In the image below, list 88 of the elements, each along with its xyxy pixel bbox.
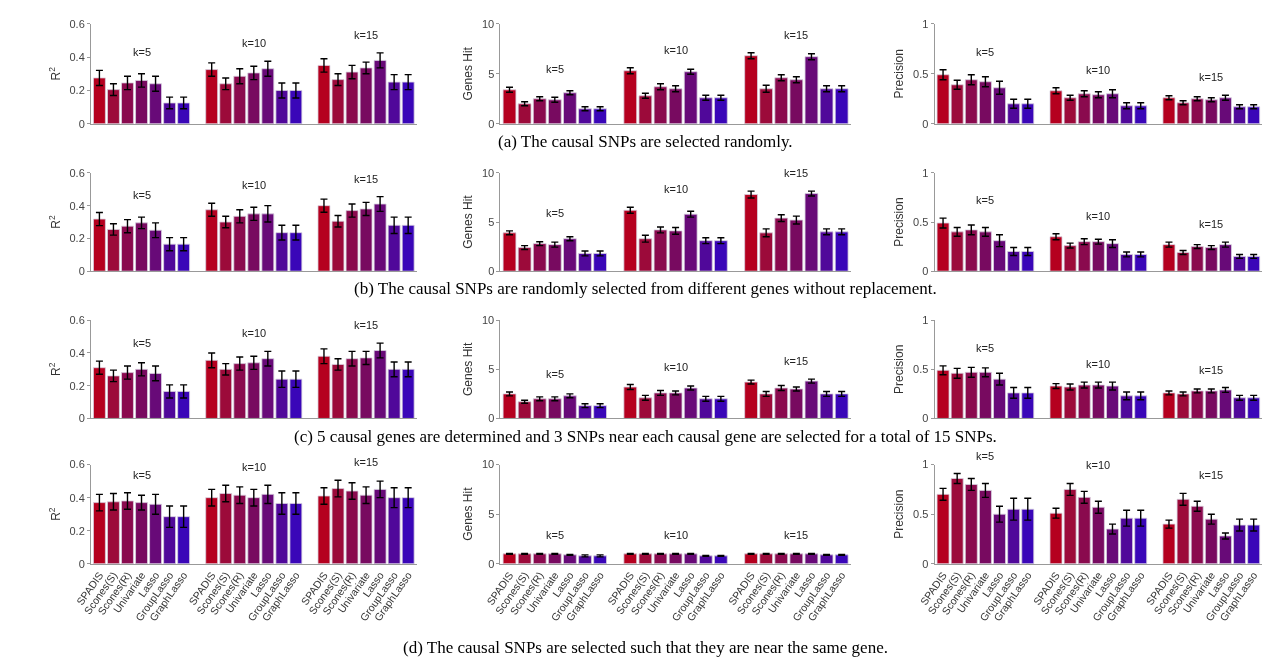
y-tick-label: 0.5 xyxy=(913,508,929,521)
y-tick-label: 0 xyxy=(488,557,495,570)
y-tick-label: 10 xyxy=(482,166,495,179)
y-tick-label: 0 xyxy=(488,264,495,277)
y-tick-label: 1 xyxy=(922,458,929,471)
text: (a) The causal SNPs are selected randomly. xyxy=(498,132,793,151)
text: (d) The causal SNPs are selected such that they are near the same gene. xyxy=(403,638,888,657)
annotation: k=15 xyxy=(784,167,809,179)
y-tick-label: 0 xyxy=(922,117,929,130)
annotation: k=15 xyxy=(354,319,379,331)
y-tick-label: 0.4 xyxy=(69,346,85,359)
annotation: k=10 xyxy=(1086,358,1111,370)
y-tick-label: 1 xyxy=(922,166,929,179)
y-axis-title: Precision xyxy=(892,344,907,395)
y-tick-label: 0.2 xyxy=(69,84,85,97)
y-tick-label: 0.6 xyxy=(69,17,85,30)
annotation: k=10 xyxy=(1086,459,1111,471)
annotation: k=5 xyxy=(133,46,152,58)
annotation: k=10 xyxy=(1086,64,1111,76)
annotation: k=5 xyxy=(546,529,565,541)
y-axis-title: Genes Hit xyxy=(461,194,476,249)
y-tick-label: 0 xyxy=(78,412,85,425)
y-axis-title: Precision xyxy=(892,49,907,99)
annotation: k=5 xyxy=(546,368,565,380)
text: (c) 5 causal genes are determined and 3 SNPs near each causal gene are selected for a total of 15 SNPs. xyxy=(294,427,997,446)
annotation: k=10 xyxy=(1086,210,1111,222)
y-axis-title: Genes Hit xyxy=(461,46,476,101)
y-tick-label: 0 xyxy=(488,117,495,130)
annotation: k=5 xyxy=(976,342,995,354)
annotation: k=5 xyxy=(133,469,152,481)
y-tick-label: 0 xyxy=(78,117,85,130)
y-tick-label: 10 xyxy=(482,458,495,471)
y-tick-label: 1 xyxy=(922,17,929,30)
y-tick-label: 0.4 xyxy=(69,199,85,212)
text: k=5 xyxy=(976,450,995,462)
annotation: k=10 xyxy=(664,361,689,373)
y-axis-title: Genes Hit xyxy=(461,486,476,541)
annotation: k=15 xyxy=(354,456,379,468)
y-tick-label: 0 xyxy=(922,264,929,277)
annotation: k=10 xyxy=(242,327,267,339)
y-tick-label: 0.2 xyxy=(69,524,85,537)
y-tick-label: 0 xyxy=(488,412,495,425)
y-tick-label: 5 xyxy=(488,508,495,521)
annotation: k=15 xyxy=(784,355,809,367)
y-tick-label: 0.4 xyxy=(69,491,85,504)
annotation: k=10 xyxy=(664,529,689,541)
y-tick-label: 0 xyxy=(922,412,929,425)
y-tick-label: 10 xyxy=(482,17,495,30)
annotation: k=5 xyxy=(546,63,565,75)
y-tick-label: 5 xyxy=(488,67,495,80)
y-axis-title: Precision xyxy=(892,489,907,539)
annotation: k=10 xyxy=(242,461,267,473)
annotation: k=15 xyxy=(1199,364,1224,376)
y-tick-label: 0.4 xyxy=(69,50,85,63)
annotation: k=15 xyxy=(1199,218,1224,230)
annotation: k=15 xyxy=(354,173,379,185)
y-tick-label: 5 xyxy=(488,215,495,228)
annotation: k=10 xyxy=(664,44,689,56)
annotation: k=10 xyxy=(242,37,267,49)
y-axis-title: Genes Hit xyxy=(461,342,476,397)
y-tick-label: 0.5 xyxy=(913,215,929,228)
y-tick-label: 0.5 xyxy=(913,67,929,80)
y-tick-label: 0 xyxy=(78,264,85,277)
text: (b) The causal SNPs are randomly selected from different genes without replacement. xyxy=(354,279,937,298)
annotation: k=10 xyxy=(242,179,267,191)
annotation: k=5 xyxy=(133,337,152,349)
y-tick-label: 0.6 xyxy=(69,458,85,471)
y-tick-label: 10 xyxy=(482,314,495,327)
annotation: k=15 xyxy=(784,29,809,41)
annotation: k=15 xyxy=(354,29,379,41)
annotation: k=15 xyxy=(1199,469,1224,481)
annotation: k=5 xyxy=(976,194,995,206)
annotation: k=10 xyxy=(664,183,689,195)
y-tick-label: 1 xyxy=(922,314,929,327)
annotation: k=15 xyxy=(1199,71,1224,83)
y-tick-label: 0.6 xyxy=(69,314,85,327)
annotation: k=5 xyxy=(133,189,152,201)
y-tick-label: 0 xyxy=(922,557,929,570)
y-tick-label: 0 xyxy=(78,557,85,570)
y-tick-label: 0.6 xyxy=(69,166,85,179)
y-tick-label: 5 xyxy=(488,363,495,376)
y-axis-title: Precision xyxy=(892,197,907,247)
annotation: k=5 xyxy=(546,207,565,219)
y-tick-label: 0.2 xyxy=(69,379,85,392)
annotation: k=5 xyxy=(976,46,995,58)
annotation: k=15 xyxy=(784,529,809,541)
y-tick-label: 0.2 xyxy=(69,232,85,245)
y-tick-label: 0.5 xyxy=(913,363,929,376)
